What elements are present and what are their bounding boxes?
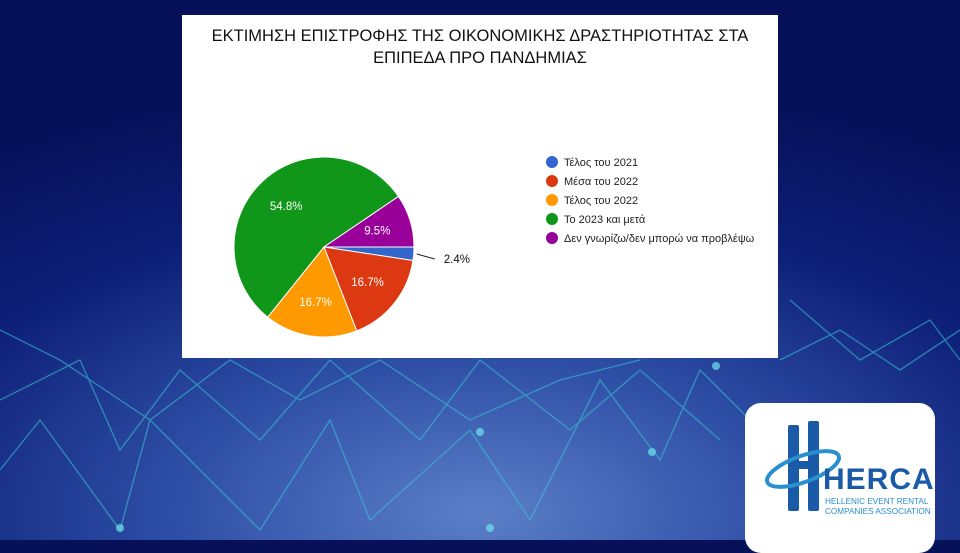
pie-slice-3 [233, 156, 400, 318]
slice-leader-line-0 [416, 253, 435, 260]
background-network-lines [0, 299, 960, 532]
slice-label-3: 54.8% [270, 201, 303, 213]
chart-panel: ΕΚΤΙΜΗΣΗ ΕΠΙΣΤΡΟΦΗΣ ΤΗΣ ΟΙΚΟΝΟΜΙΚΗΣ ΔΡΑΣ… [182, 15, 778, 358]
legend-label-3: Το 2023 και μετά [564, 214, 646, 226]
legend-swatch-1 [546, 175, 558, 187]
logo-wordmark: HERCA [823, 463, 935, 496]
legend-label-1: Μέσα του 2022 [564, 176, 638, 188]
legend-label-2: Τέλος του 2022 [564, 195, 638, 207]
slice-label-1: 16.7% [351, 277, 384, 289]
legend-swatch-4 [546, 232, 558, 244]
pie-chart: 2.4% 16.7% 16.7% 54.8% 9.5% Τέλος του 2021 Μέσ… [233, 156, 755, 338]
legend-swatch-0 [546, 156, 558, 168]
legend-label-4: Δεν γνωρίζω/δεν μπορώ να προβλέψω [564, 233, 755, 245]
legend-swatch-2 [546, 194, 558, 206]
pie-slice-1 [323, 246, 414, 332]
chart-title: ΕΚΤΙΜΗΣΗ ΕΠΙΣΤΡΟΦΗΣ ΤΗΣ ΟΙΚΟΝΟΜΙΚΗΣ ΔΡΑΣ… [211, 27, 749, 67]
herca-h-symbol-icon [765, 421, 841, 511]
logo-subtitle: HELLENIC EVENT RENTAL COMPANIES ASSOCIAT… [825, 497, 931, 516]
legend-label-0: Τέλος του 2021 [564, 157, 638, 169]
pie-slice-4 [322, 195, 415, 248]
slice-label-2: 16.7% [299, 297, 332, 309]
slice-label-0: 2.4% [444, 254, 470, 266]
slice-label-4: 9.5% [364, 226, 390, 238]
pie-slice-2 [266, 246, 358, 338]
herca-logo-card: HERCA HELLENIC EVENT RENTAL COMPANIES AS… [745, 403, 935, 553]
legend-swatch-3 [546, 213, 558, 225]
